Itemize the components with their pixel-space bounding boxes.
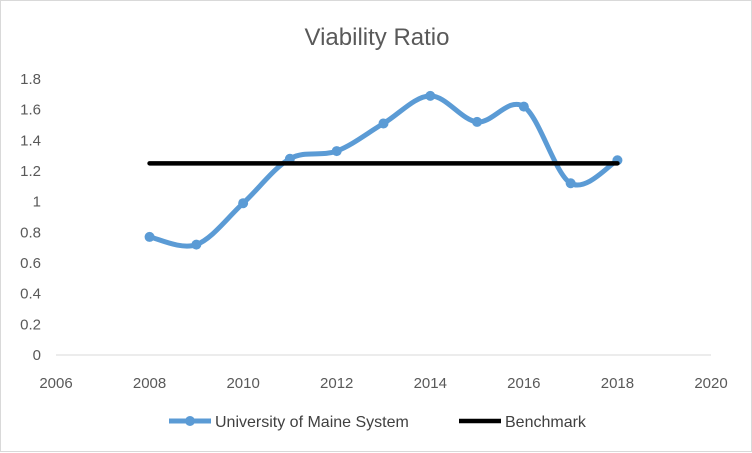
x-tick-label: 2020	[694, 375, 727, 392]
y-tick-label: 0.4	[20, 286, 41, 303]
series-university-of-maine-system	[144, 90, 623, 250]
legend-item: Benchmark	[459, 414, 587, 431]
x-tick-label: 2016	[507, 375, 540, 392]
y-tick-label: 0	[33, 347, 41, 364]
data-point	[472, 116, 483, 127]
legend: University of Maine System Benchmark	[169, 414, 587, 431]
x-tick-label: 2006	[39, 375, 72, 392]
x-tick-label: 2018	[601, 375, 634, 392]
x-tick-label: 2008	[133, 375, 166, 392]
legend-marker	[185, 416, 195, 426]
x-tick-label: 2012	[320, 375, 353, 392]
series-line	[147, 93, 620, 249]
y-tick-label: 0.6	[20, 255, 41, 272]
y-tick-label: 0.8	[20, 224, 41, 241]
y-tick-label: 1.8	[20, 71, 41, 88]
y-tick-label: 1.2	[20, 163, 41, 180]
data-point	[238, 198, 249, 209]
x-tick-label: 2010	[226, 375, 259, 392]
x-axis-ticks: 2006 2008 2010 2012 2014 2016 2018 2020	[39, 375, 727, 392]
data-point	[425, 90, 436, 101]
data-point	[518, 101, 529, 112]
y-tick-label: 1.4	[20, 132, 41, 149]
x-tick-label: 2014	[414, 375, 447, 392]
y-tick-label: 1.6	[20, 102, 41, 119]
legend-label: Benchmark	[505, 414, 587, 431]
y-tick-label: 1	[33, 194, 41, 211]
data-point	[331, 146, 342, 157]
legend-label: University of Maine System	[215, 414, 409, 431]
data-point	[565, 178, 576, 189]
y-axis-ticks: 0 0.2 0.4 0.6 0.8 1 1.2 1.4 1.6 1.8	[20, 71, 41, 364]
y-tick-label: 0.2	[20, 316, 41, 333]
legend-item: University of Maine System	[169, 414, 409, 431]
chart-title: Viability Ratio	[305, 24, 450, 51]
data-point	[378, 118, 389, 129]
data-point	[191, 239, 202, 250]
series-layer	[144, 90, 623, 250]
data-point	[144, 231, 155, 242]
